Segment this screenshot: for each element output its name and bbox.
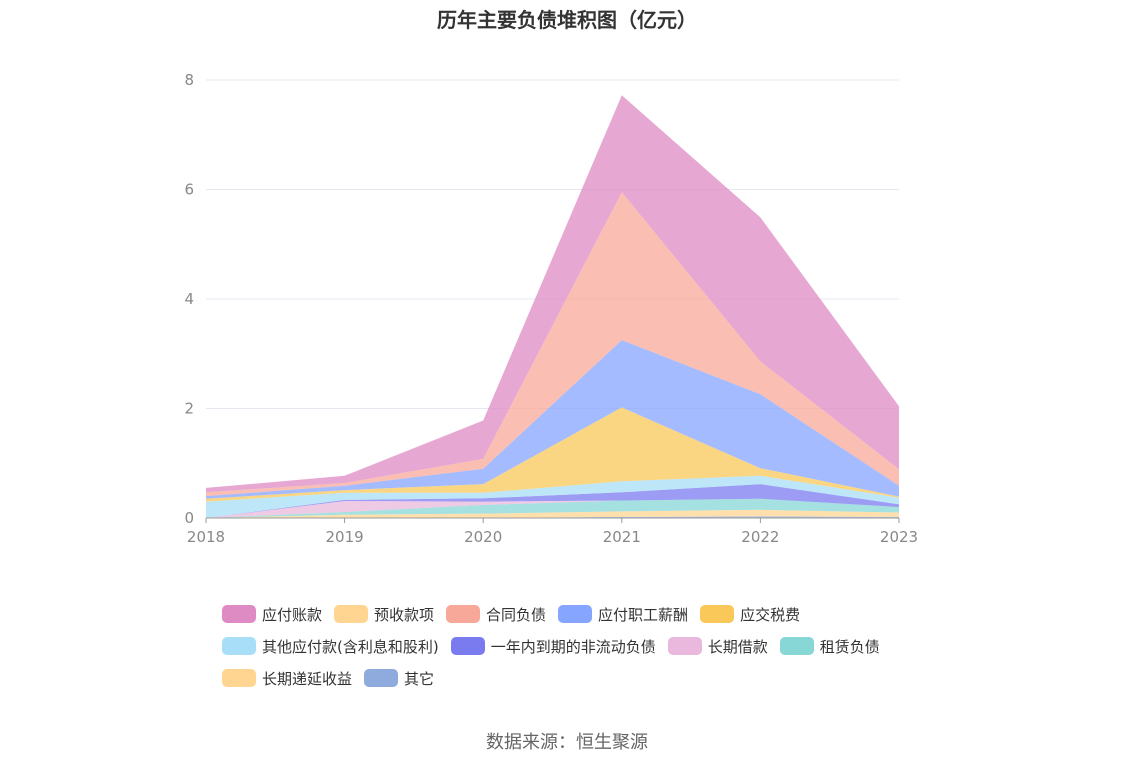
- legend-label: 长期借款: [707, 637, 768, 656]
- legend-label: 其它: [404, 669, 435, 688]
- legend-item[interactable]: 一年内到期的非流动负债: [450, 636, 656, 657]
- y-tick-label: 6: [184, 181, 194, 199]
- legend-label: 应付职工薪酬: [598, 605, 689, 624]
- area-series: [206, 340, 899, 499]
- legend: 应付账款 预收款项 合同负债 应付职工薪酬 应交税费其他应付款(含利息和股利) 一年内到期…: [222, 598, 942, 694]
- legend-label: 预收款项: [374, 605, 435, 624]
- area-series: [206, 498, 899, 518]
- legend-item[interactable]: 预收款项: [334, 604, 434, 625]
- legend-swatch: [222, 637, 256, 655]
- area-series: [206, 95, 899, 493]
- legend-item[interactable]: 合同负债: [446, 604, 546, 625]
- legend-item[interactable]: 租赁负债: [779, 636, 880, 657]
- area-series: [206, 509, 899, 518]
- legend-item[interactable]: 长期借款: [667, 636, 768, 657]
- legend-label: 合同负债: [486, 605, 547, 624]
- legend-swatch: [700, 605, 735, 623]
- legend-item[interactable]: 应交税费: [700, 604, 800, 625]
- area-series: [206, 475, 899, 518]
- data-source: 数据来源：恒生聚源: [486, 732, 648, 753]
- legend-swatch: [446, 605, 481, 623]
- legend-swatch: [779, 637, 814, 655]
- legend-item[interactable]: 其他应付款(含利息和股利): [222, 636, 439, 657]
- y-tick-label: 8: [184, 71, 194, 89]
- legend-label: 应付账款: [262, 605, 323, 624]
- legend-row: 应付账款 预收款项 合同负债 应付职工薪酬 应交税费: [222, 598, 942, 630]
- legend-swatch: [334, 605, 369, 623]
- y-tick-label: 4: [184, 290, 194, 308]
- area-series: [206, 192, 899, 497]
- x-tick-label: 2022: [741, 528, 779, 546]
- legend-swatch: [667, 637, 702, 655]
- legend-row: 长期递延收益 其它: [222, 662, 942, 694]
- area-series: [206, 407, 899, 502]
- x-tick-label: 2018: [187, 528, 225, 546]
- legend-swatch: [450, 637, 485, 655]
- x-tick-label: 2019: [326, 528, 364, 546]
- area-series: [206, 498, 899, 518]
- legend-swatch: [222, 669, 256, 687]
- x-tick-label: 2020: [464, 528, 502, 546]
- legend-item[interactable]: 应付账款: [222, 604, 322, 625]
- y-tick-label: 2: [184, 400, 194, 418]
- x-tick-label: 2023: [880, 528, 918, 546]
- legend-label: 应交税费: [740, 605, 801, 624]
- legend-swatch: [222, 605, 256, 623]
- legend-label: 租赁负债: [819, 637, 880, 656]
- x-tick-label: 2021: [603, 528, 641, 546]
- legend-label: 一年内到期的非流动负债: [490, 637, 656, 656]
- y-tick-label: 0: [184, 509, 194, 527]
- area-series: [206, 484, 899, 518]
- legend-label: 长期递延收益: [262, 669, 353, 688]
- chart-title: 历年主要负债堆积图（亿元）: [437, 8, 697, 32]
- legend-item[interactable]: 应付职工薪酬: [558, 604, 688, 625]
- legend-row: 其他应付款(含利息和股利) 一年内到期的非流动负债 长期借款 租赁负债: [222, 630, 942, 662]
- legend-swatch: [364, 669, 399, 687]
- legend-label: 其他应付款(含利息和股利): [262, 637, 439, 656]
- legend-item[interactable]: 其它: [364, 668, 434, 689]
- legend-item[interactable]: 长期递延收益: [222, 668, 352, 689]
- legend-swatch: [558, 605, 593, 623]
